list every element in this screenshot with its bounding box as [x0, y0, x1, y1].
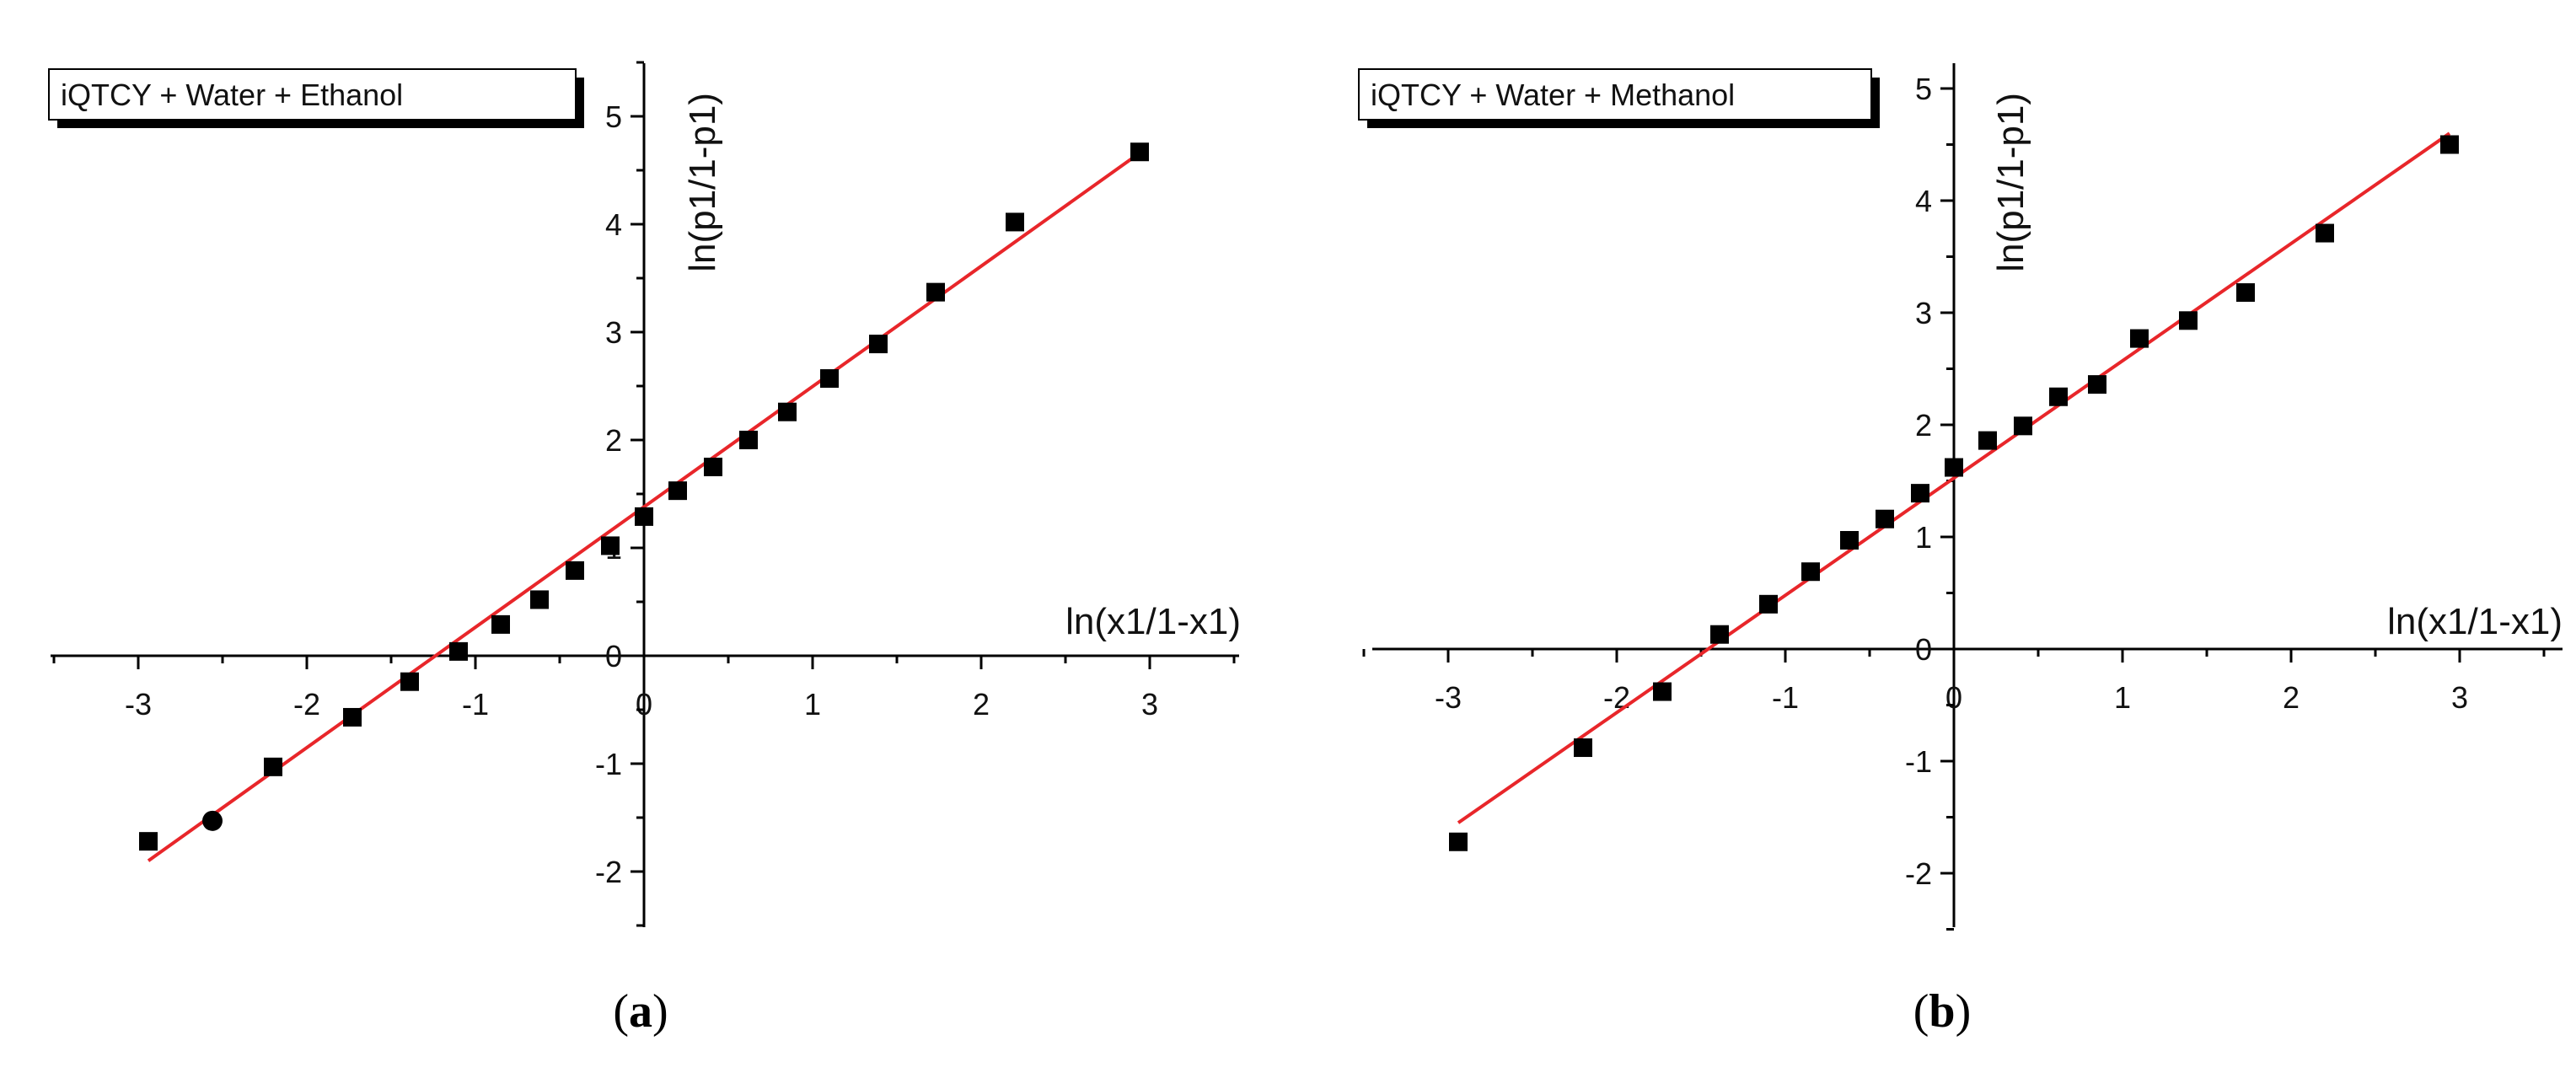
x-tick-label: 3 [2451, 680, 2468, 715]
y-tick-label: 4 [605, 207, 622, 242]
data-point [2316, 223, 2334, 243]
x-tick-label: 2 [973, 687, 990, 722]
x-tick-label: 0 [636, 687, 652, 722]
data-point [2440, 135, 2459, 154]
data-point [1759, 594, 1778, 614]
data-point [820, 369, 839, 389]
data-point [1911, 484, 1929, 503]
data-point [668, 481, 687, 501]
x-axis-title: ln(x1/1-x1) [1065, 601, 1241, 642]
y-tick-label: -2 [1905, 856, 1932, 891]
data-point [343, 707, 362, 727]
legend-box [1358, 68, 1872, 121]
x-tick-label: 1 [804, 687, 821, 722]
x-tick-label: -2 [293, 687, 320, 722]
legend-label: iQTCY + Water + Methanol [1371, 78, 1735, 112]
data-point [264, 757, 282, 776]
x-tick-label: 3 [1141, 687, 1158, 722]
data-point [1574, 738, 1592, 758]
chart-panel-a: -3-2-10123-2-1012345ln(x1/1-x1)ln(p1/1-p… [48, 61, 1241, 1038]
y-tick-label: 5 [605, 99, 622, 134]
data-point [2014, 416, 2032, 436]
y-tick-label: -1 [595, 747, 622, 781]
y-tick-label: -1 [1905, 744, 1932, 779]
y-tick-label: 4 [1915, 184, 1932, 218]
data-point [601, 536, 620, 555]
data-point [139, 832, 158, 851]
y-tick-label: 2 [1915, 408, 1932, 443]
y-tick-label: 1 [1915, 520, 1932, 555]
fit-line [1457, 131, 2451, 824]
data-point [2236, 283, 2255, 303]
x-tick-label: -3 [1435, 680, 1462, 715]
y-tick-label: 2 [605, 423, 622, 458]
x-tick-label: -3 [125, 687, 152, 722]
data-point [491, 614, 510, 634]
data-point [1449, 832, 1468, 851]
panel-label: (b) [1913, 985, 1971, 1038]
data-point [1876, 509, 1894, 528]
data-point [704, 458, 722, 476]
data-point [2088, 375, 2106, 394]
data-point [2179, 311, 2198, 330]
data-point [1006, 212, 1024, 232]
data-point [1978, 431, 1997, 450]
data-point [1840, 530, 1859, 550]
data-point [635, 507, 653, 526]
x-tick-label: 0 [1945, 680, 1962, 715]
panel-label: (a) [613, 985, 668, 1038]
data-point [2130, 329, 2149, 348]
data-point [1710, 625, 1729, 644]
x-tick-label: 2 [2283, 680, 2300, 715]
data-point [869, 335, 888, 354]
data-point [449, 641, 468, 661]
y-tick-label: -2 [595, 855, 622, 889]
x-tick-label: -1 [462, 687, 489, 722]
y-tick-label: 3 [605, 315, 622, 350]
y-tick-label: 3 [1915, 296, 1932, 330]
data-point [400, 672, 419, 691]
y-tick-label: 5 [1915, 72, 1932, 106]
data-point [2049, 387, 2068, 406]
y-tick-label: 0 [1915, 632, 1932, 667]
data-point [926, 282, 945, 302]
y-axis-title: ln(p1/1-p1) [682, 93, 723, 272]
data-point [1653, 682, 1672, 701]
x-axis-title: ln(x1/1-x1) [2387, 601, 2563, 642]
x-tick-label: -2 [1603, 680, 1630, 715]
chart-panel-b: -3 -2 -1 0 1 2 3 -2 -1 0 1 2 3 4 5 ln(x1/1-x1) ln(p1/1-p… [1358, 63, 2563, 1038]
data-point [1945, 458, 1963, 477]
legend-box [48, 68, 577, 121]
data-point [1130, 142, 1149, 162]
data-point [739, 431, 758, 449]
data-point [778, 402, 797, 421]
y-axis-title: ln(p1/1-p1) [1990, 93, 2031, 272]
x-tick-label: -1 [1772, 680, 1799, 715]
fit-line [147, 151, 1141, 862]
data-point [202, 810, 223, 831]
y-tick-label: 0 [605, 639, 622, 673]
x-tick-label: 1 [2114, 680, 2131, 715]
legend-label: iQTCY + Water + Ethanol [61, 78, 403, 112]
data-point [530, 590, 549, 609]
data-point [1801, 562, 1820, 582]
data-point [566, 561, 584, 580]
